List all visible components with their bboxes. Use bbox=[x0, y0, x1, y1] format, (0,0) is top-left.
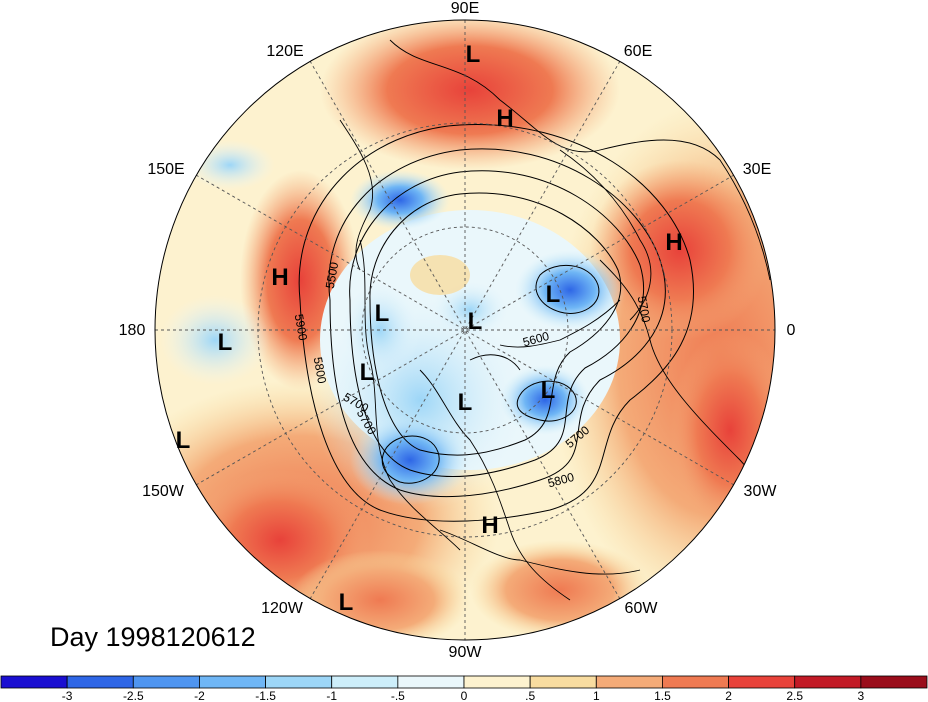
lon-label-150w: 150W bbox=[142, 483, 185, 500]
graticule bbox=[155, 20, 775, 640]
colorbar-tick-label: -.5 bbox=[391, 689, 405, 702]
colorbar-swatch bbox=[595, 675, 663, 689]
low-marker: L bbox=[339, 589, 354, 616]
height-contours bbox=[298, 124, 694, 522]
colorbar-tick-label: 0 bbox=[461, 689, 468, 702]
lon-label-30e: 30E bbox=[743, 161, 771, 178]
colorbar-swatch bbox=[331, 675, 399, 689]
colorbar-swatch bbox=[199, 675, 266, 689]
low-marker: L bbox=[466, 41, 481, 68]
high-marker: H bbox=[271, 264, 288, 291]
lon-label-120e: 120E bbox=[266, 43, 303, 60]
colorbar: -3 -2.5 -2 -1.5 -1 -.5 0 .5 1 1.5 2 2.5 3 bbox=[0, 675, 928, 702]
longitude-labels: 90E 60E 30E 0 30W 60W 90W 120W 150W 180 … bbox=[119, 0, 796, 661]
colorbar-tick-label: -1.5 bbox=[255, 689, 276, 702]
day-label: Day 1998120612 bbox=[50, 622, 256, 652]
high-marker: H bbox=[665, 229, 682, 256]
contour-label: 5900 bbox=[292, 313, 310, 342]
low-marker: L bbox=[546, 281, 561, 308]
lon-label-150e: 150E bbox=[147, 161, 184, 178]
colorbar-swatch bbox=[860, 675, 928, 689]
colorbar-swatch bbox=[728, 675, 796, 689]
colorbar-tick-label: 1 bbox=[593, 689, 600, 702]
colorbar-tick-label: -2.5 bbox=[123, 689, 144, 702]
low-marker: L bbox=[218, 329, 233, 356]
colorbar-swatch bbox=[265, 675, 333, 689]
colorbar-tick-label: -2 bbox=[194, 689, 205, 702]
lon-label-180: 180 bbox=[119, 322, 146, 339]
colorbar-swatch bbox=[662, 675, 729, 689]
colorbar-tick-label: 2 bbox=[725, 689, 732, 702]
lon-label-120w: 120W bbox=[261, 600, 304, 617]
map-boundary bbox=[154, 19, 776, 641]
lon-label-30w: 30W bbox=[744, 483, 778, 500]
colorbar-tick-label: .5 bbox=[525, 689, 535, 702]
lon-label-90e: 90E bbox=[451, 0, 479, 17]
high-marker: H bbox=[496, 105, 513, 132]
low-marker: L bbox=[458, 389, 473, 416]
colorbar-swatch bbox=[66, 675, 134, 689]
lon-label-60e: 60E bbox=[624, 43, 652, 60]
contour-label: 5500 bbox=[323, 261, 341, 290]
colorbar-tick-label: 1.5 bbox=[654, 689, 671, 702]
contour-label: 5800 bbox=[546, 470, 576, 491]
lon-label-60w: 60W bbox=[625, 600, 659, 617]
colorbar-tick-label: -1 bbox=[326, 689, 337, 702]
pressure-centers: L H H H L L L L L L L L H L bbox=[176, 41, 683, 616]
colorbar-swatch bbox=[0, 675, 68, 689]
high-marker: H bbox=[481, 512, 498, 539]
colorbar-swatch bbox=[463, 675, 531, 689]
colorbar-swatch bbox=[132, 675, 200, 689]
contour-label: 5800 bbox=[311, 356, 329, 385]
lon-label-0: 0 bbox=[787, 322, 796, 339]
low-marker: L bbox=[360, 359, 375, 386]
low-marker: L bbox=[176, 427, 191, 454]
colorbar-swatch bbox=[529, 675, 597, 689]
low-marker: L bbox=[541, 377, 556, 404]
contour-label: 5700 bbox=[635, 295, 653, 324]
contour-value-labels: 5500 5900 5800 5700 5700 5600 5700 5800 … bbox=[292, 261, 653, 491]
contour-label: 5600 bbox=[521, 329, 551, 350]
colorbar-swatch bbox=[397, 675, 465, 689]
colorbar-tick-label: 3 bbox=[858, 689, 865, 702]
colorbar-tick-label: 2.5 bbox=[786, 689, 803, 702]
low-marker: L bbox=[468, 308, 483, 335]
colorbar-swatch bbox=[794, 675, 862, 689]
colorbar-tick-label: -3 bbox=[62, 689, 73, 702]
low-marker: L bbox=[375, 300, 390, 327]
lon-label-90w: 90W bbox=[449, 644, 483, 661]
